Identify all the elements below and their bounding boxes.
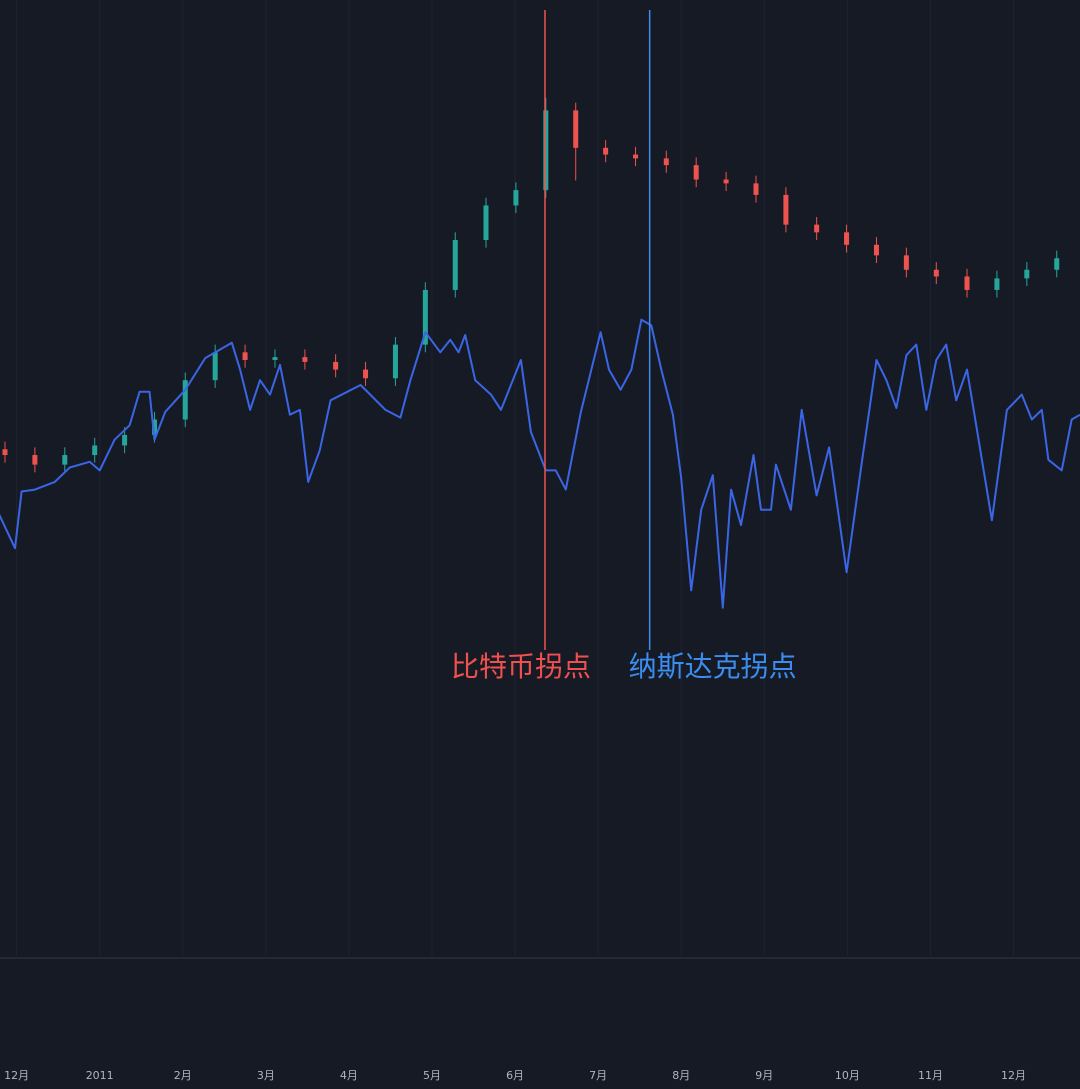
candle-body	[844, 232, 850, 245]
candle-body	[873, 244, 879, 256]
candle-body	[573, 110, 579, 148]
x-tick-label: 2月	[174, 1069, 192, 1082]
turning-point-label: 比特币拐点	[451, 650, 591, 683]
turning-point-label: 纳斯达克拐点	[629, 650, 797, 683]
candle-body	[272, 357, 278, 360]
candle-body	[302, 357, 308, 362]
candle-body	[933, 269, 939, 277]
candle-body	[1024, 269, 1030, 279]
candle-body	[693, 165, 699, 180]
candle-body	[333, 361, 339, 370]
candle-body	[783, 194, 789, 225]
candle-body	[392, 344, 398, 379]
candle-body	[964, 276, 970, 290]
candle-body	[363, 369, 369, 379]
candle-body	[32, 455, 38, 465]
candle-body	[152, 419, 158, 435]
candle-body	[483, 205, 489, 240]
x-tick-label: 12月	[4, 1069, 29, 1082]
candle-body	[903, 255, 909, 270]
x-tick-label: 7月	[589, 1069, 607, 1082]
candle-body	[212, 352, 218, 381]
candle-body	[513, 190, 519, 206]
candle-body	[2, 449, 8, 456]
x-tick-label: 3月	[257, 1069, 275, 1082]
x-tick-label: 11月	[918, 1069, 943, 1082]
candle-body	[1054, 258, 1060, 270]
x-tick-label: 8月	[672, 1069, 690, 1082]
candle-body	[814, 224, 820, 233]
x-tick-label: 10月	[835, 1069, 860, 1082]
candle-body	[543, 110, 549, 191]
candle-body	[242, 352, 248, 360]
candle-body	[753, 183, 759, 195]
x-tick-label: 12月	[1001, 1069, 1026, 1082]
x-tick-label: 9月	[755, 1069, 773, 1082]
candle-body	[182, 380, 188, 420]
candle-body	[633, 154, 639, 159]
candle-body	[62, 455, 68, 465]
x-tick-label: 5月	[423, 1069, 441, 1082]
candle-body	[422, 289, 428, 345]
candle-body	[994, 278, 1000, 290]
x-tick-label: 4月	[340, 1069, 358, 1082]
candle-body	[663, 158, 669, 166]
candle-body	[122, 434, 128, 446]
candle-body	[92, 445, 98, 456]
line-series	[0, 318, 1080, 609]
x-tick-label: 2011	[86, 1069, 114, 1082]
x-tick-label: 6月	[506, 1069, 524, 1082]
candle-body	[603, 147, 609, 155]
candle-body	[723, 179, 729, 184]
candle-body	[452, 240, 458, 290]
